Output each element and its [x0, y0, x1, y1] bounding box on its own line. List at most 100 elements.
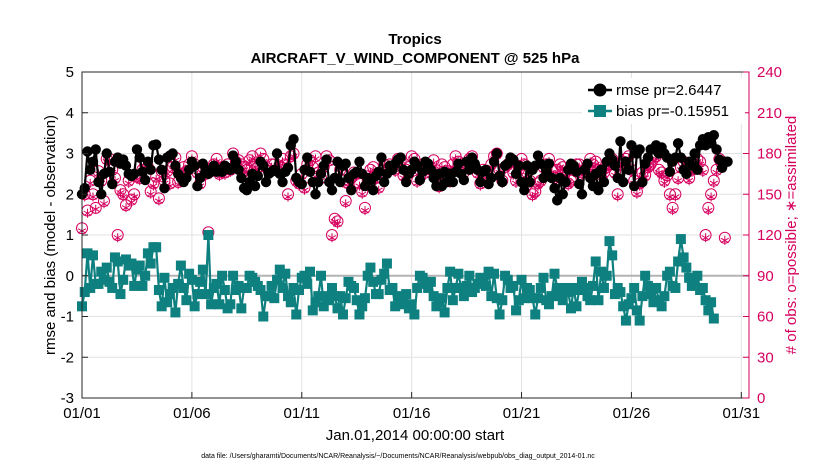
bias-point	[673, 256, 684, 267]
bias-point	[472, 278, 483, 289]
rmse-point	[486, 172, 497, 184]
bias-point	[294, 285, 305, 296]
bias-point	[706, 297, 717, 308]
bias-point	[697, 282, 708, 293]
rmse-point	[236, 172, 247, 184]
bias-point	[272, 274, 283, 285]
legend-rmse-label: rmse pr=2.6447	[616, 82, 721, 99]
bias-point	[645, 289, 656, 300]
rmse-point	[510, 168, 522, 180]
bias-point	[315, 270, 326, 281]
bias-point	[631, 305, 642, 316]
bias-point	[634, 315, 645, 326]
bias-point	[197, 264, 208, 275]
bias-point	[675, 234, 686, 245]
bias-point	[486, 291, 497, 302]
rmse-point	[400, 176, 412, 188]
bias-point	[365, 262, 376, 273]
assimilated-obs-marker	[668, 206, 677, 216]
bias-point	[587, 280, 598, 291]
chart-title: Tropics	[388, 31, 441, 48]
bias-point	[98, 274, 109, 285]
bias-point	[181, 295, 192, 306]
bias-point	[302, 278, 313, 289]
bias-point	[178, 282, 189, 293]
assimilated-obs-marker	[99, 199, 109, 209]
bias-point	[513, 295, 524, 306]
bias-point	[656, 301, 667, 312]
rmse-point	[480, 164, 492, 175]
bias-point	[283, 291, 294, 302]
x-axis-label: Jan.01,2014 00:00:00 start	[326, 427, 505, 444]
bias-point	[497, 295, 508, 306]
bias-point	[332, 303, 343, 314]
rmse-point	[637, 176, 648, 188]
left-tick-label: 0	[66, 268, 74, 285]
rmse-point	[681, 168, 692, 180]
bias-point	[637, 291, 648, 302]
x-tick-label: 01/01	[63, 405, 101, 422]
bias-point	[310, 297, 321, 308]
rmse-point	[425, 164, 437, 175]
assimilated-obs-marker	[531, 189, 540, 199]
rmse-point	[87, 156, 99, 167]
bias-point	[107, 282, 118, 293]
rmse-point	[524, 176, 535, 188]
bias-point	[491, 293, 502, 304]
right-tick-label: 240	[757, 64, 782, 81]
rmse-point	[549, 182, 560, 194]
bias-point	[263, 291, 274, 302]
rmse-point	[304, 166, 316, 178]
bias-point	[681, 262, 692, 273]
rmse-point	[395, 152, 406, 163]
bias-point	[266, 280, 277, 291]
bias-point	[305, 266, 316, 277]
rmse-point	[241, 184, 253, 196]
bias-point	[447, 295, 458, 306]
bias-point	[530, 309, 541, 320]
bias-point	[453, 268, 464, 279]
assimilated-obs-marker	[119, 192, 128, 202]
bias-point	[480, 280, 491, 291]
rmse-point	[354, 156, 365, 167]
bias-point	[618, 301, 629, 312]
bias-point	[96, 266, 107, 277]
assimilated-obs-marker	[720, 235, 729, 245]
bias-point	[291, 309, 302, 320]
rmse-point	[346, 184, 357, 196]
bias-point	[593, 295, 604, 306]
bias-point	[354, 309, 365, 320]
rmse-point	[104, 166, 115, 178]
bias-point	[626, 293, 637, 304]
rmse-point	[192, 180, 203, 192]
rmse-point	[617, 176, 629, 188]
rmse-point	[598, 176, 610, 188]
bias-point	[280, 268, 291, 279]
bias-point	[313, 291, 324, 302]
rmse-point	[538, 172, 549, 184]
rmse-point	[321, 154, 332, 165]
bias-point	[445, 266, 456, 277]
bias-point	[535, 282, 546, 293]
bias-point	[184, 268, 195, 279]
bias-point	[629, 282, 640, 293]
bias-point	[703, 305, 714, 316]
bias-point	[112, 256, 123, 267]
bias-point	[82, 248, 93, 259]
rmse-point	[142, 156, 154, 167]
bias-point	[129, 280, 140, 291]
bias-point	[607, 250, 618, 261]
bias-point	[142, 248, 153, 259]
rmse-point	[258, 160, 269, 171]
rmse-point	[491, 148, 503, 159]
bias-point	[533, 293, 544, 304]
rmse-point	[620, 156, 632, 167]
bias-point	[527, 293, 538, 304]
rmse-point	[340, 158, 351, 169]
chart-subtitle: AIRCRAFT_V_WIND_COMPONENT @ 525 hPa	[251, 50, 581, 67]
assimilated-obs-marker	[248, 154, 257, 164]
left-tick-label: 5	[66, 64, 74, 81]
bias-point	[574, 285, 585, 296]
bias-point	[615, 287, 626, 298]
rmse-point	[628, 180, 640, 192]
